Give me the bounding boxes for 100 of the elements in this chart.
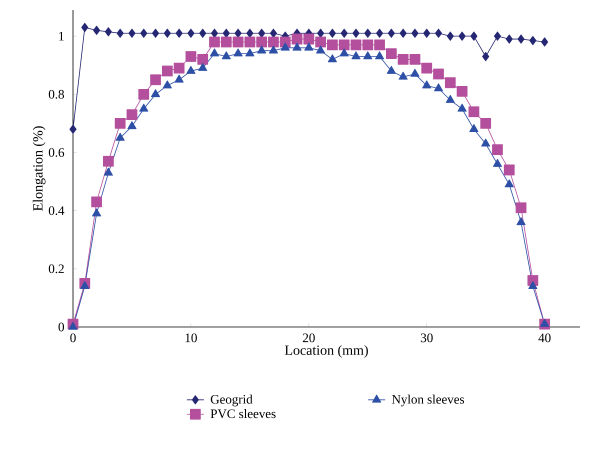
point bbox=[374, 40, 385, 50]
point bbox=[81, 22, 88, 32]
point bbox=[280, 42, 290, 51]
point bbox=[504, 179, 514, 188]
point bbox=[411, 28, 418, 38]
point bbox=[303, 34, 314, 44]
point bbox=[492, 158, 502, 167]
point bbox=[470, 32, 478, 41]
point bbox=[258, 28, 266, 38]
point bbox=[116, 28, 124, 38]
legend-label: PVC sleeves bbox=[210, 409, 276, 418]
y-tick-label: 0.2 bbox=[48, 264, 64, 274]
point bbox=[352, 28, 360, 38]
point bbox=[469, 124, 478, 132]
y-tick-label: 0.6 bbox=[48, 148, 64, 157]
point bbox=[174, 62, 185, 74]
point bbox=[187, 28, 194, 38]
point bbox=[363, 51, 372, 60]
point bbox=[421, 62, 432, 74]
point bbox=[516, 217, 526, 226]
point bbox=[162, 80, 172, 88]
y-tick-label: 0.8 bbox=[48, 90, 64, 99]
point bbox=[138, 88, 150, 100]
point bbox=[116, 132, 125, 141]
y-tick-label: 0.4 bbox=[48, 206, 64, 216]
legend-label: Nylon sleeves bbox=[392, 394, 464, 406]
point bbox=[540, 318, 550, 327]
point bbox=[245, 48, 254, 56]
point bbox=[434, 83, 444, 92]
point bbox=[174, 74, 184, 83]
point bbox=[104, 168, 113, 176]
point bbox=[400, 28, 407, 38]
y-tick-label: 1 bbox=[59, 32, 64, 40]
point bbox=[327, 40, 338, 50]
point bbox=[68, 322, 78, 330]
point bbox=[257, 46, 266, 54]
y-axis-title: Elongation (%) bbox=[32, 126, 46, 211]
point bbox=[232, 36, 244, 48]
point bbox=[197, 54, 208, 65]
point bbox=[350, 40, 362, 50]
point bbox=[220, 36, 232, 48]
point bbox=[494, 32, 502, 41]
point bbox=[480, 118, 492, 129]
point bbox=[69, 124, 77, 134]
point bbox=[398, 72, 408, 80]
point bbox=[270, 28, 277, 38]
point bbox=[140, 28, 148, 38]
point bbox=[176, 28, 183, 38]
point bbox=[458, 104, 467, 112]
point bbox=[268, 36, 279, 48]
point bbox=[492, 144, 503, 155]
point bbox=[317, 28, 324, 38]
point bbox=[444, 77, 456, 88]
point bbox=[468, 106, 480, 118]
point bbox=[423, 28, 430, 38]
point bbox=[362, 40, 374, 50]
point bbox=[410, 68, 420, 77]
point bbox=[434, 28, 442, 38]
point bbox=[103, 156, 114, 167]
point bbox=[209, 36, 220, 48]
point bbox=[234, 48, 243, 56]
point bbox=[186, 66, 196, 74]
point bbox=[422, 80, 432, 88]
point bbox=[458, 32, 466, 41]
point bbox=[256, 36, 268, 48]
point bbox=[104, 27, 112, 36]
point bbox=[198, 62, 208, 71]
point bbox=[292, 34, 302, 44]
point bbox=[222, 28, 230, 38]
point bbox=[268, 46, 278, 54]
point bbox=[246, 28, 254, 38]
point bbox=[128, 28, 136, 38]
x-tick-label: 10 bbox=[186, 334, 197, 342]
point bbox=[364, 28, 372, 38]
point bbox=[126, 109, 138, 120]
point bbox=[234, 28, 242, 38]
point bbox=[162, 66, 173, 76]
point bbox=[127, 121, 136, 130]
point bbox=[410, 54, 420, 65]
point bbox=[91, 196, 102, 208]
point bbox=[528, 281, 538, 290]
point bbox=[518, 34, 525, 44]
point bbox=[92, 208, 102, 216]
point bbox=[244, 36, 256, 48]
point bbox=[398, 54, 409, 65]
point bbox=[541, 37, 548, 47]
legend-label: Geogrid bbox=[210, 394, 253, 406]
point bbox=[529, 36, 536, 46]
point bbox=[150, 74, 161, 86]
point bbox=[506, 34, 513, 44]
point bbox=[222, 51, 231, 60]
point bbox=[292, 42, 302, 51]
point bbox=[152, 28, 160, 38]
x-tick-label: 40 bbox=[538, 334, 551, 342]
point bbox=[151, 89, 160, 98]
point bbox=[351, 51, 361, 60]
point bbox=[386, 66, 396, 74]
point bbox=[504, 164, 515, 176]
point bbox=[199, 28, 206, 38]
point bbox=[210, 28, 218, 38]
